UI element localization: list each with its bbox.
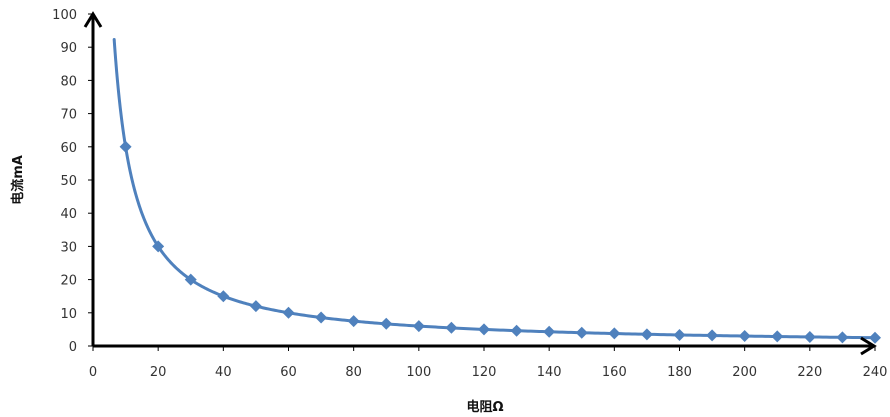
data-point (347, 315, 360, 328)
x-tick-label: 40 (215, 365, 232, 380)
x-tick-label: 120 (472, 365, 497, 380)
x-axis-title: 电阻Ω (466, 399, 503, 415)
data-point (836, 331, 849, 344)
data-point (673, 329, 686, 342)
data-point (119, 140, 132, 153)
data-point (412, 320, 425, 333)
data-point (478, 323, 490, 336)
data-point (575, 326, 588, 339)
y-tick-label: 10 (60, 307, 77, 322)
data-point (640, 328, 653, 341)
x-tick-label: 160 (602, 365, 627, 380)
data-point (706, 329, 719, 342)
data-point (738, 330, 751, 343)
y-tick-label: 100 (52, 8, 77, 23)
x-tick-label: 80 (345, 365, 362, 380)
data-point (771, 330, 784, 343)
y-tick-label: 60 (60, 141, 77, 156)
data-point (282, 306, 295, 319)
data-point (315, 311, 328, 324)
x-tick-label: 140 (537, 365, 562, 380)
y-axis-arrow-icon (83, 11, 103, 28)
data-point (152, 240, 165, 253)
data-point (249, 300, 262, 313)
x-tick-label: 180 (667, 365, 692, 380)
x-tick-label: 20 (150, 365, 167, 380)
x-tick-label: 0 (89, 365, 97, 380)
series-line (112, 38, 877, 340)
x-tick-label: 240 (863, 365, 888, 380)
y-tick-label: 20 (60, 274, 77, 289)
data-point (217, 290, 230, 303)
data-point (445, 321, 458, 334)
x-tick-label: 220 (797, 365, 822, 380)
data-point (184, 273, 197, 286)
series-markers (119, 140, 881, 344)
x-axis-ticks: 0 20 40 60 80 100 120 140 160 180 200 220 240 (89, 346, 888, 380)
y-tick-label: 30 (60, 240, 77, 255)
y-axis-ticks: 0 10 20 30 40 50 60 70 80 90 100 (52, 8, 93, 355)
y-axis-title: 电流mA (10, 155, 26, 205)
data-point (608, 327, 621, 340)
data-point (543, 325, 556, 338)
data-point (510, 324, 523, 337)
x-axis-arrow-icon (860, 336, 877, 356)
y-tick-label: 50 (60, 174, 77, 189)
y-tick-label: 80 (60, 74, 77, 89)
y-tick-label: 40 (60, 207, 77, 222)
y-tick-label: 70 (60, 108, 77, 123)
y-tick-label: 90 (60, 41, 77, 56)
data-point (380, 317, 393, 330)
x-tick-label: 200 (732, 365, 757, 380)
data-point (803, 331, 816, 344)
data-point (869, 331, 881, 344)
y-tick-label: 0 (69, 340, 77, 355)
x-tick-label: 60 (280, 365, 297, 380)
x-tick-label: 100 (406, 365, 431, 380)
